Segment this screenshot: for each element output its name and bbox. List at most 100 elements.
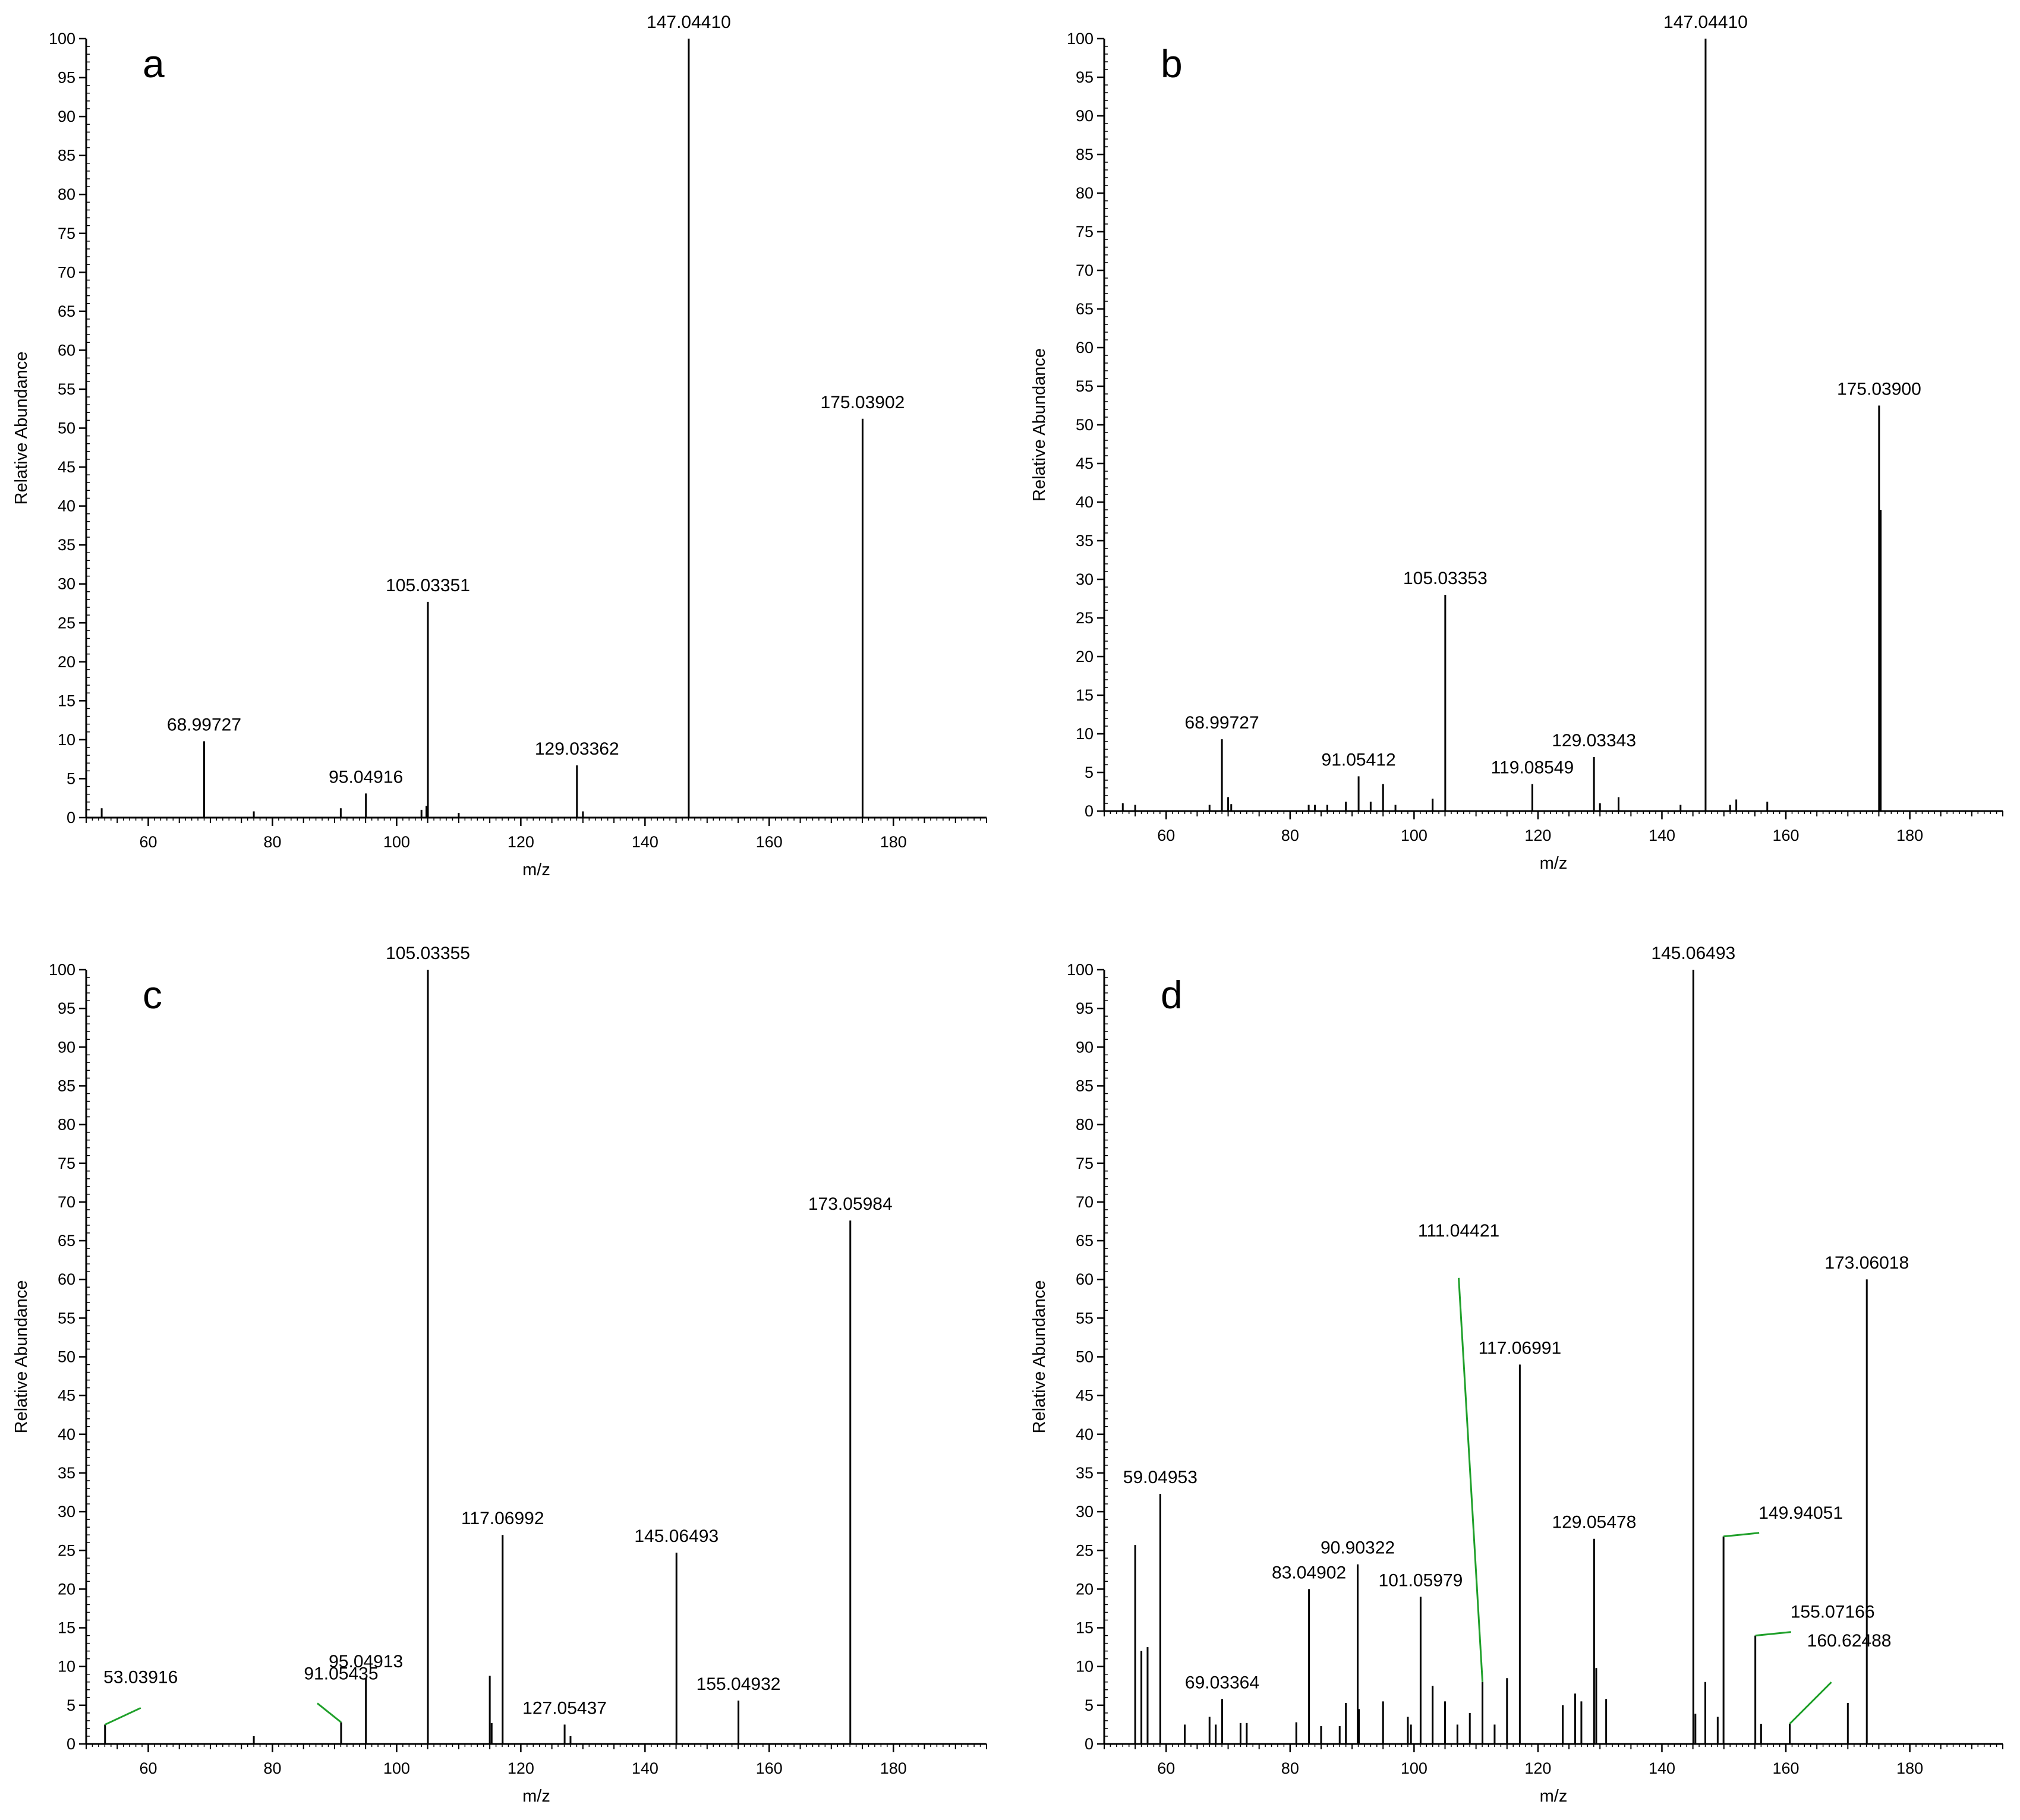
- x-tick-label-b: 160: [1773, 827, 1800, 844]
- x-tick-label-c: 60: [139, 1759, 157, 1777]
- peak-label-d: 90.90322: [1321, 1538, 1395, 1558]
- peak-label-c: 95.04913: [329, 1652, 403, 1671]
- peak-label-c: 155.04932: [697, 1674, 781, 1694]
- y-tick-label-c: 100: [49, 961, 75, 979]
- y-tick-label-b: 0: [1085, 802, 1093, 820]
- y-tick-label-b: 5: [1085, 764, 1093, 781]
- peak-label-d: 59.04953: [1123, 1468, 1197, 1487]
- y-tick-label-d: 40: [1076, 1425, 1093, 1443]
- x-tick-label-a: 100: [383, 833, 410, 851]
- y-tick-label-c: 70: [58, 1193, 75, 1211]
- y-tick-label-c: 40: [58, 1425, 75, 1443]
- y-axis-title-a: Relative Abundance: [12, 352, 31, 505]
- y-tick-label-d: 60: [1076, 1270, 1093, 1288]
- y-tick-label-c: 10: [58, 1658, 75, 1676]
- peak-label-c: 105.03355: [386, 944, 470, 963]
- x-tick-label-b: 180: [1896, 827, 1923, 844]
- peak-label-c: 173.05984: [808, 1194, 893, 1214]
- y-tick-label-b: 15: [1076, 686, 1093, 704]
- x-tick-label-b: 60: [1157, 827, 1175, 844]
- y-tick-label-d: 25: [1076, 1541, 1093, 1559]
- peak-label-c: 145.06493: [634, 1526, 718, 1546]
- peak-leader-line-c: [105, 1707, 141, 1726]
- peak-leader-line-c: [317, 1702, 342, 1723]
- y-tick-label-b: 65: [1076, 300, 1093, 318]
- peak-label-b: 175.03900: [1837, 380, 1921, 399]
- y-tick-label-c: 65: [58, 1232, 75, 1250]
- y-tick-label-d: 30: [1076, 1503, 1093, 1521]
- y-tick-label-c: 75: [58, 1155, 75, 1172]
- peak-label-d: 160.62488: [1807, 1631, 1892, 1651]
- x-tick-label-b: 100: [1401, 827, 1427, 844]
- peak-label-a: 95.04916: [329, 767, 403, 787]
- peak-label-d: 149.94051: [1759, 1503, 1843, 1523]
- x-axis-title-c: m/z: [522, 1787, 550, 1806]
- y-tick-label-d: 45: [1076, 1387, 1093, 1405]
- y-axis-title-d: Relative Abundance: [1030, 1280, 1049, 1434]
- y-tick-label-c: 55: [58, 1309, 75, 1327]
- y-tick-label-d: 10: [1076, 1658, 1093, 1676]
- peak-leader-line-d: [1755, 1631, 1791, 1637]
- x-tick-label-c: 180: [880, 1759, 907, 1777]
- y-tick-label-a: 75: [58, 225, 75, 242]
- y-tick-label-c: 85: [58, 1077, 75, 1094]
- panel-letter-b: b: [1161, 42, 1183, 86]
- peak-label-b: 68.99727: [1185, 713, 1259, 733]
- y-tick-label-b: 85: [1076, 146, 1093, 163]
- y-tick-label-c: 60: [58, 1270, 75, 1288]
- y-tick-label-d: 85: [1076, 1077, 1093, 1094]
- peak-label-d: 101.05979: [1379, 1570, 1463, 1590]
- peak-label-b: 119.08549: [1491, 758, 1574, 778]
- y-tick-label-b: 80: [1076, 184, 1093, 202]
- y-tick-label-c: 15: [58, 1619, 75, 1637]
- peak-label-d: 117.06991: [1479, 1339, 1562, 1358]
- y-tick-label-b: 10: [1076, 725, 1093, 743]
- x-tick-label-a: 180: [880, 833, 907, 851]
- peak-leader-line-d: [1458, 1278, 1484, 1682]
- y-tick-label-d: 50: [1076, 1348, 1093, 1366]
- y-tick-label-a: 25: [58, 614, 75, 632]
- y-tick-label-c: 35: [58, 1464, 75, 1482]
- x-tick-label-b: 140: [1649, 827, 1675, 844]
- x-tick-label-c: 120: [508, 1759, 534, 1777]
- y-tick-label-c: 25: [58, 1541, 75, 1559]
- y-tick-label-d: 75: [1076, 1155, 1093, 1172]
- panel-letter-a: a: [143, 42, 165, 86]
- x-tick-label-a: 160: [756, 833, 783, 851]
- x-tick-label-d: 120: [1524, 1759, 1551, 1777]
- x-axis-title-b: m/z: [1540, 854, 1568, 873]
- y-tick-label-b: 55: [1076, 377, 1093, 395]
- y-tick-label-d: 20: [1076, 1580, 1093, 1598]
- peak-leader-line-d: [1789, 1682, 1832, 1725]
- peak-label-b: 147.04410: [1663, 12, 1748, 32]
- peak-label-d: 83.04902: [1272, 1563, 1346, 1582]
- y-axis-title-b: Relative Abundance: [1030, 348, 1049, 501]
- y-axis-title-c: Relative Abundance: [12, 1280, 31, 1434]
- y-tick-label-a: 30: [58, 575, 75, 593]
- x-tick-label-d: 80: [1281, 1759, 1299, 1777]
- y-tick-label-b: 70: [1076, 261, 1093, 279]
- y-tick-label-d: 55: [1076, 1309, 1093, 1327]
- x-axis-title-a: m/z: [522, 860, 550, 879]
- panel-letter-c: c: [143, 973, 162, 1017]
- peak-label-d: 69.03364: [1185, 1673, 1259, 1692]
- x-tick-label-d: 100: [1401, 1759, 1427, 1777]
- y-tick-label-a: 90: [58, 108, 75, 125]
- y-tick-label-d: 15: [1076, 1619, 1093, 1637]
- y-tick-label-b: 75: [1076, 223, 1093, 241]
- x-tick-label-c: 140: [632, 1759, 658, 1777]
- y-tick-label-d: 70: [1076, 1193, 1093, 1211]
- y-tick-label-a: 65: [58, 302, 75, 320]
- y-tick-label-a: 100: [49, 30, 75, 48]
- y-tick-label-c: 90: [58, 1038, 75, 1056]
- y-tick-label-d: 65: [1076, 1232, 1093, 1250]
- y-tick-label-c: 50: [58, 1348, 75, 1366]
- y-tick-label-c: 0: [67, 1735, 75, 1753]
- x-tick-label-a: 60: [139, 833, 157, 851]
- y-tick-label-a: 0: [67, 809, 75, 827]
- y-tick-label-c: 45: [58, 1387, 75, 1405]
- peak-label-a: 175.03902: [821, 393, 905, 412]
- y-tick-label-b: 40: [1076, 493, 1093, 511]
- y-tick-label-d: 80: [1076, 1116, 1093, 1134]
